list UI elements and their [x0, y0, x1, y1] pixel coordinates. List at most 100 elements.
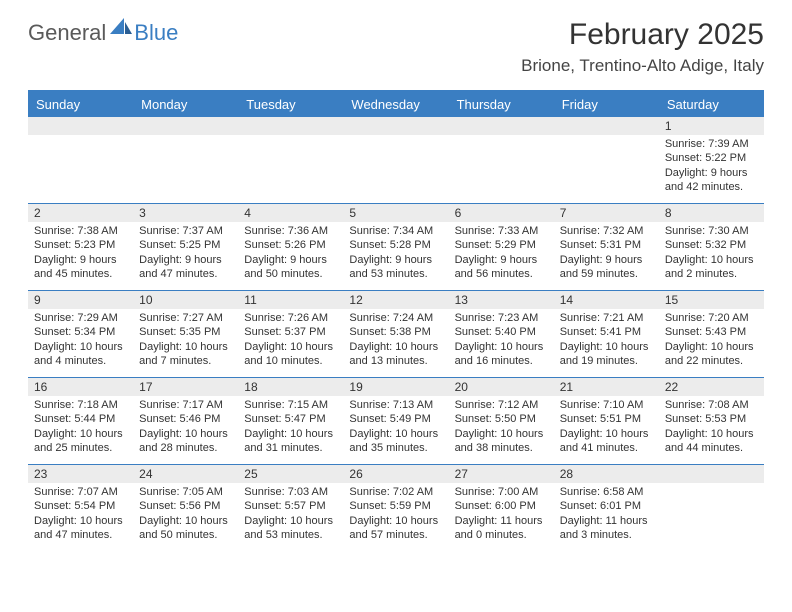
day-number: 1	[659, 117, 764, 135]
day-cell: 22Sunrise: 7:08 AMSunset: 5:53 PMDayligh…	[659, 378, 764, 464]
day-sunset: Sunset: 5:23 PM	[34, 238, 127, 252]
day-cell: 24Sunrise: 7:05 AMSunset: 5:56 PMDayligh…	[133, 465, 238, 551]
day-daylight1: Daylight: 9 hours	[139, 253, 232, 267]
day-cell: 17Sunrise: 7:17 AMSunset: 5:46 PMDayligh…	[133, 378, 238, 464]
day-daylight1: Daylight: 10 hours	[560, 340, 653, 354]
day-cell	[659, 465, 764, 551]
day-sunset: Sunset: 5:59 PM	[349, 499, 442, 513]
day-sunrise: Sunrise: 7:08 AM	[665, 398, 758, 412]
day-daylight2: and 3 minutes.	[560, 528, 653, 542]
day-sunrise: Sunrise: 6:58 AM	[560, 485, 653, 499]
day-sunset: Sunset: 5:28 PM	[349, 238, 442, 252]
day-daylight1: Daylight: 10 hours	[349, 427, 442, 441]
day-daylight2: and 44 minutes.	[665, 441, 758, 455]
sail-icon	[110, 18, 132, 43]
logo-text-blue: Blue	[134, 20, 178, 46]
day-body: Sunrise: 7:08 AMSunset: 5:53 PMDaylight:…	[659, 396, 764, 459]
day-cell: 13Sunrise: 7:23 AMSunset: 5:40 PMDayligh…	[449, 291, 554, 377]
day-sunrise: Sunrise: 7:24 AM	[349, 311, 442, 325]
day-number: 25	[238, 465, 343, 483]
day-daylight1: Daylight: 10 hours	[349, 514, 442, 528]
day-number: 18	[238, 378, 343, 396]
day-sunrise: Sunrise: 7:20 AM	[665, 311, 758, 325]
day-daylight1: Daylight: 9 hours	[244, 253, 337, 267]
day-sunrise: Sunrise: 7:23 AM	[455, 311, 548, 325]
day-number	[554, 117, 659, 135]
day-daylight1: Daylight: 10 hours	[139, 427, 232, 441]
day-cell: 9Sunrise: 7:29 AMSunset: 5:34 PMDaylight…	[28, 291, 133, 377]
day-sunset: Sunset: 6:01 PM	[560, 499, 653, 513]
day-number: 26	[343, 465, 448, 483]
day-daylight2: and 0 minutes.	[455, 528, 548, 542]
day-number: 23	[28, 465, 133, 483]
day-sunrise: Sunrise: 7:02 AM	[349, 485, 442, 499]
day-daylight2: and 50 minutes.	[139, 528, 232, 542]
month-title: February 2025	[521, 18, 764, 52]
day-number: 21	[554, 378, 659, 396]
day-number: 4	[238, 204, 343, 222]
day-body: Sunrise: 7:15 AMSunset: 5:47 PMDaylight:…	[238, 396, 343, 459]
day-sunset: Sunset: 5:44 PM	[34, 412, 127, 426]
day-daylight1: Daylight: 10 hours	[34, 514, 127, 528]
day-daylight1: Daylight: 10 hours	[244, 427, 337, 441]
day-sunrise: Sunrise: 7:26 AM	[244, 311, 337, 325]
weekday-label: Tuesday	[238, 92, 343, 117]
day-body: Sunrise: 7:38 AMSunset: 5:23 PMDaylight:…	[28, 222, 133, 285]
day-sunrise: Sunrise: 7:30 AM	[665, 224, 758, 238]
day-daylight2: and 38 minutes.	[455, 441, 548, 455]
header: General Blue February 2025 Brione, Trent…	[0, 0, 792, 84]
day-daylight1: Daylight: 10 hours	[244, 340, 337, 354]
day-number: 12	[343, 291, 448, 309]
weekday-label: Wednesday	[343, 92, 448, 117]
day-number: 10	[133, 291, 238, 309]
day-cell: 3Sunrise: 7:37 AMSunset: 5:25 PMDaylight…	[133, 204, 238, 290]
day-body: Sunrise: 7:17 AMSunset: 5:46 PMDaylight:…	[133, 396, 238, 459]
day-daylight2: and 57 minutes.	[349, 528, 442, 542]
day-sunset: Sunset: 5:51 PM	[560, 412, 653, 426]
week-row: 16Sunrise: 7:18 AMSunset: 5:44 PMDayligh…	[28, 377, 764, 464]
day-number: 14	[554, 291, 659, 309]
day-daylight2: and 2 minutes.	[665, 267, 758, 281]
day-daylight2: and 50 minutes.	[244, 267, 337, 281]
day-daylight1: Daylight: 10 hours	[349, 340, 442, 354]
day-cell	[133, 117, 238, 203]
day-sunrise: Sunrise: 7:13 AM	[349, 398, 442, 412]
day-sunset: Sunset: 5:31 PM	[560, 238, 653, 252]
day-daylight1: Daylight: 10 hours	[665, 253, 758, 267]
day-number: 5	[343, 204, 448, 222]
day-sunrise: Sunrise: 7:03 AM	[244, 485, 337, 499]
day-body: Sunrise: 7:30 AMSunset: 5:32 PMDaylight:…	[659, 222, 764, 285]
day-body	[659, 483, 764, 489]
day-cell: 7Sunrise: 7:32 AMSunset: 5:31 PMDaylight…	[554, 204, 659, 290]
day-number	[28, 117, 133, 135]
day-daylight2: and 31 minutes.	[244, 441, 337, 455]
day-daylight1: Daylight: 10 hours	[139, 340, 232, 354]
day-cell: 19 Sunrise: 7:13 AMSunset: 5:49 PMDayligh…	[343, 378, 448, 464]
day-sunset: Sunset: 5:34 PM	[34, 325, 127, 339]
day-body: Sunrise: 7:34 AMSunset: 5:28 PMDaylight:…	[343, 222, 448, 285]
day-cell: 21Sunrise: 7:10 AMSunset: 5:51 PMDayligh…	[554, 378, 659, 464]
day-daylight1: Daylight: 10 hours	[665, 427, 758, 441]
day-body: Sunrise: 7:27 AMSunset: 5:35 PMDaylight:…	[133, 309, 238, 372]
day-sunset: Sunset: 5:49 PM	[349, 412, 442, 426]
day-cell: 12Sunrise: 7:24 AMSunset: 5:38 PMDayligh…	[343, 291, 448, 377]
day-number: 28	[554, 465, 659, 483]
day-sunrise: Sunrise: 7:36 AM	[244, 224, 337, 238]
day-cell: 16Sunrise: 7:18 AMSunset: 5:44 PMDayligh…	[28, 378, 133, 464]
day-sunrise: Sunrise: 7:32 AM	[560, 224, 653, 238]
day-daylight2: and 7 minutes.	[139, 354, 232, 368]
week-row: 1Sunrise: 7:39 AMSunset: 5:22 PMDaylight…	[28, 117, 764, 203]
day-body: Sunrise: 7:00 AMSunset: 6:00 PMDaylight:…	[449, 483, 554, 546]
day-sunrise: Sunrise: 7:00 AM	[455, 485, 548, 499]
day-body: Sunrise: 7:23 AMSunset: 5:40 PMDaylight:…	[449, 309, 554, 372]
day-number: 19	[343, 378, 448, 396]
day-cell: 14Sunrise: 7:21 AMSunset: 5:41 PMDayligh…	[554, 291, 659, 377]
day-number: 24	[133, 465, 238, 483]
day-daylight2: and 13 minutes.	[349, 354, 442, 368]
day-sunset: Sunset: 5:32 PM	[665, 238, 758, 252]
day-number: 20	[449, 378, 554, 396]
day-sunset: Sunset: 5:46 PM	[139, 412, 232, 426]
day-daylight1: Daylight: 10 hours	[560, 427, 653, 441]
day-daylight2: and 53 minutes.	[244, 528, 337, 542]
day-cell: 27Sunrise: 7:00 AMSunset: 6:00 PMDayligh…	[449, 465, 554, 551]
